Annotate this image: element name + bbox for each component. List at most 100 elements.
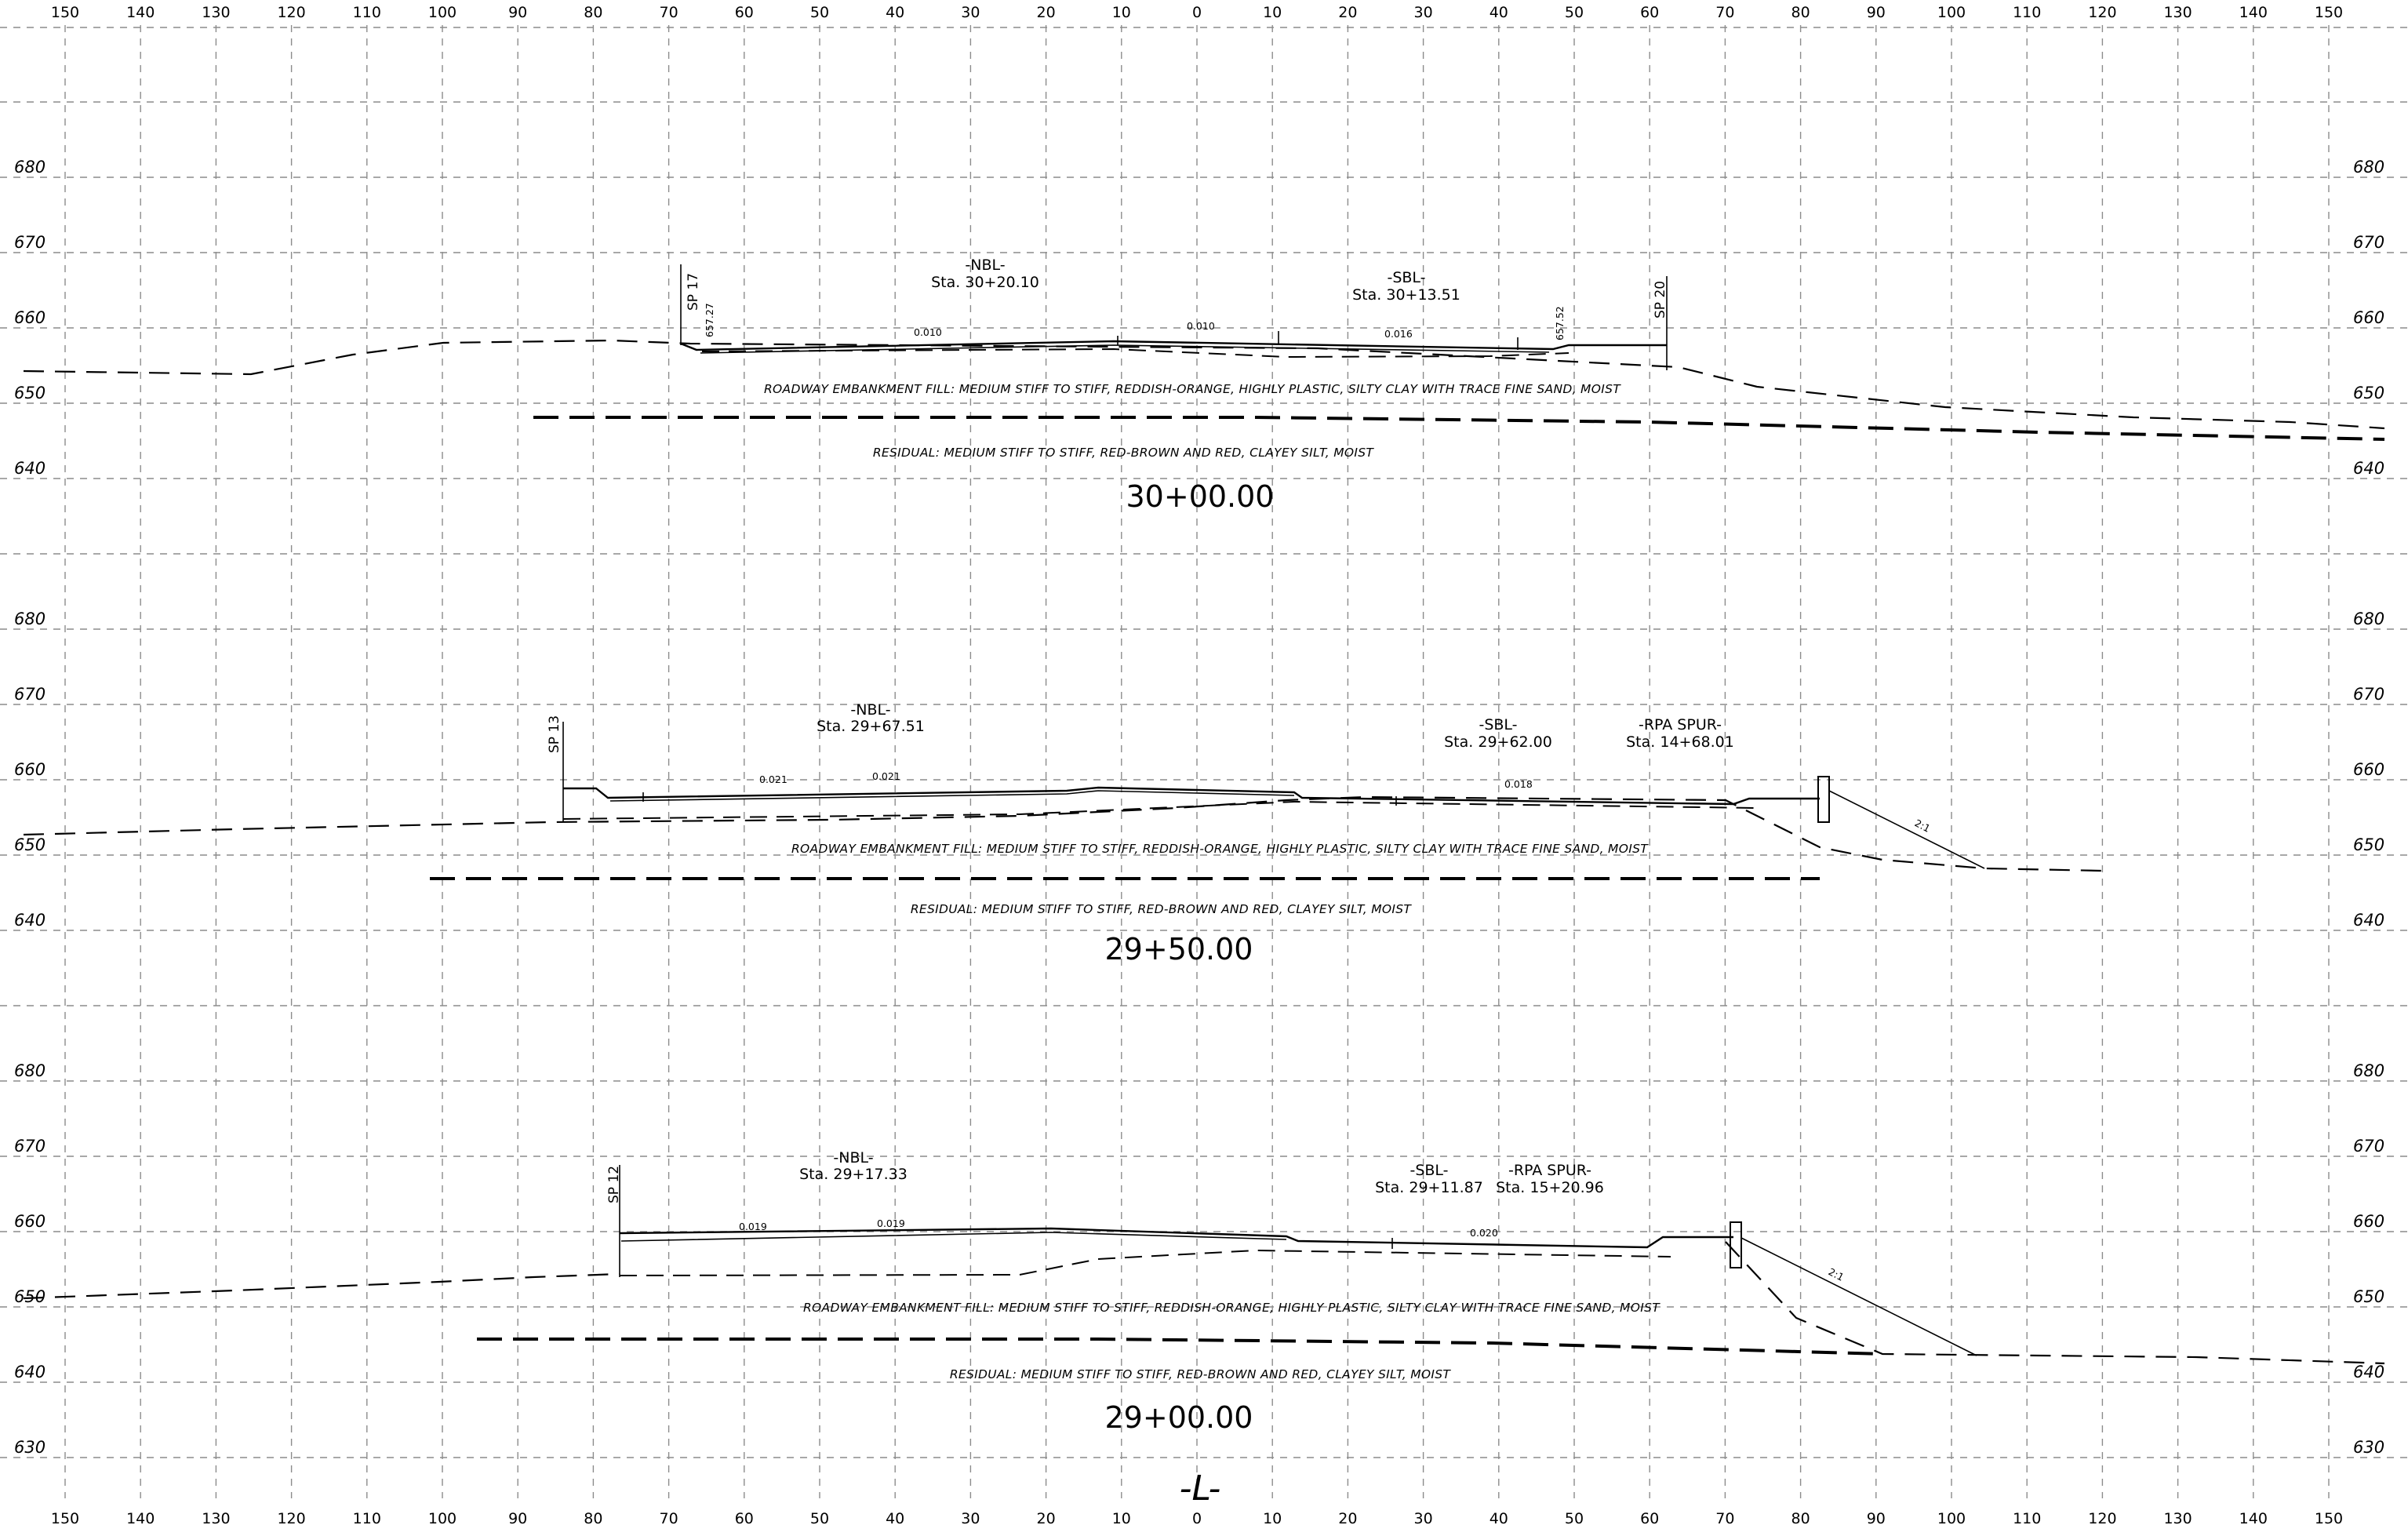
axis-tick-label: 140 xyxy=(2239,1510,2268,1525)
axis-tick-label: 100 xyxy=(428,4,457,21)
axis-tick-label: 150 xyxy=(2315,4,2343,21)
nbl-station: Sta. 30+20.10 xyxy=(931,274,1039,291)
axis-tick-label: 70 xyxy=(660,4,678,21)
axis-tick-label: 60 xyxy=(1640,1510,1659,1525)
fill-description: ROADWAY EMBANKMENT FILL: MEDIUM STIFF TO… xyxy=(803,1301,1661,1315)
rpa-label: -RPA SPUR- xyxy=(1508,1162,1591,1179)
rpa-station: Sta. 15+20.96 xyxy=(1496,1179,1604,1196)
axis-tick-label: 10 xyxy=(1112,4,1131,21)
axis-tick-label: 120 xyxy=(277,1510,305,1525)
axis-tick-label: 150 xyxy=(51,4,79,21)
cross-slope-label: 0.010 xyxy=(1187,320,1215,332)
elevation-label: 670 xyxy=(14,233,45,252)
elevation-label: 650 xyxy=(14,384,45,402)
axis-tick-label: 70 xyxy=(1715,1510,1734,1525)
elevation-label: 680 xyxy=(2353,610,2384,628)
edge-elevation-right: 657.52 xyxy=(1554,306,1566,340)
axis-tick-label: 60 xyxy=(735,4,754,21)
axis-tick-label: 30 xyxy=(961,4,980,21)
nbl-label: -NBL- xyxy=(850,701,890,719)
elevation-label: 660 xyxy=(14,760,45,779)
elevation-label: 670 xyxy=(2353,1137,2384,1156)
cross-slope-label: 0.010 xyxy=(914,326,942,338)
axis-tick-label: 10 xyxy=(1263,4,1282,21)
residual-description: RESIDUAL: MEDIUM STIFF TO STIFF, RED-BRO… xyxy=(950,1367,1452,1381)
axis-tick-label: 100 xyxy=(1937,4,1966,21)
axis-tick-label: 130 xyxy=(2163,1510,2192,1525)
station-label: 29+50.00 xyxy=(1105,932,1253,966)
axis-tick-label: 60 xyxy=(735,1510,754,1525)
axis-tick-label: 0 xyxy=(1192,1510,1202,1525)
axis-tick-label: 20 xyxy=(1037,1510,1056,1525)
elevation-label: 640 xyxy=(14,1363,45,1381)
sp-left-label: SP 13 xyxy=(547,715,562,753)
sp-right-label: SP 20 xyxy=(1653,281,1668,318)
axis-tick-label: 140 xyxy=(126,4,155,21)
axis-tick-label: 110 xyxy=(2013,4,2041,21)
axis-tick-label: 30 xyxy=(1414,1510,1433,1525)
elevation-label: 670 xyxy=(14,1137,45,1156)
cross-slope-label: 0.020 xyxy=(1470,1227,1498,1239)
elevation-label: 680 xyxy=(14,1061,45,1080)
elevation-label: 640 xyxy=(2353,1363,2384,1381)
axis-tick-label: 150 xyxy=(2315,1510,2343,1525)
axis-tick-label: 40 xyxy=(1490,4,1508,21)
centerline-marker: -L- xyxy=(1180,1469,1221,1509)
sp-left-label: SP 12 xyxy=(606,1166,622,1203)
axis-tick-label: 100 xyxy=(428,1510,457,1525)
elevation-label: 650 xyxy=(14,1287,45,1306)
axis-tick-label: 130 xyxy=(202,1510,230,1525)
fill-description: ROADWAY EMBANKMENT FILL: MEDIUM STIFF TO… xyxy=(764,382,1621,396)
residual-description: RESIDUAL: MEDIUM STIFF TO STIFF, RED-BRO… xyxy=(873,446,1375,460)
nbl-label: -NBL- xyxy=(833,1149,873,1166)
axis-tick-label: 80 xyxy=(1791,4,1810,21)
axis-tick-label: 90 xyxy=(508,4,527,21)
fill-description: ROADWAY EMBANKMENT FILL: MEDIUM STIFF TO… xyxy=(791,842,1649,856)
elevation-label: 630 xyxy=(14,1438,45,1457)
elevation-label: 680 xyxy=(14,158,45,177)
axis-tick-label: 50 xyxy=(1565,4,1584,21)
sbl-label: -SBL- xyxy=(1387,269,1425,286)
cross-slope-label: 0.021 xyxy=(872,770,900,782)
axis-tick-label: 90 xyxy=(1867,1510,1886,1525)
centerline-label: -L- xyxy=(1180,1469,1221,1509)
elevation-label: 660 xyxy=(2353,760,2384,779)
axis-tick-label: 60 xyxy=(1640,4,1659,21)
elevation-label: 650 xyxy=(2353,1287,2384,1306)
axis-tick-label: 80 xyxy=(584,4,602,21)
axis-tick-label: 80 xyxy=(584,1510,602,1525)
axis-tick-label: 130 xyxy=(202,4,230,21)
elevation-label: 660 xyxy=(2353,308,2384,327)
axis-tick-label: 90 xyxy=(1867,4,1886,21)
axis-tick-label: 10 xyxy=(1112,1510,1131,1525)
axis-tick-label: 10 xyxy=(1263,1510,1282,1525)
nbl-label: -NBL- xyxy=(965,257,1005,274)
elevation-label: 640 xyxy=(2353,911,2384,930)
rpa-station: Sta. 14+68.01 xyxy=(1626,733,1734,751)
axis-tick-label: 30 xyxy=(961,1510,980,1525)
elevation-label: 670 xyxy=(2353,685,2384,704)
elevation-label: 660 xyxy=(2353,1212,2384,1231)
rpa-label: -RPA SPUR- xyxy=(1639,716,1722,733)
sbl-station: Sta. 29+62.00 xyxy=(1444,733,1552,751)
elevation-label: 630 xyxy=(2353,1438,2384,1457)
elevation-label: 640 xyxy=(14,459,45,478)
sbl-station: Sta. 30+13.51 xyxy=(1352,286,1460,304)
axis-tick-label: 80 xyxy=(1791,1510,1810,1525)
sbl-station: Sta. 29+11.87 xyxy=(1375,1179,1483,1196)
axis-tick-label: 50 xyxy=(1565,1510,1584,1525)
cross-slope-label: 0.018 xyxy=(1504,778,1533,790)
axis-tick-label: 90 xyxy=(508,1510,527,1525)
elevation-label: 680 xyxy=(14,610,45,628)
cross-slope-label: 0.016 xyxy=(1384,328,1413,340)
sbl-label: -SBL- xyxy=(1479,716,1517,733)
elevation-label: 660 xyxy=(14,1212,45,1231)
nbl-station: Sta. 29+17.33 xyxy=(799,1166,908,1183)
axis-tick-label: 120 xyxy=(2088,1510,2116,1525)
axis-tick-label: 130 xyxy=(2163,4,2192,21)
cross-slope-label: 0.021 xyxy=(759,773,788,785)
elevation-label: 680 xyxy=(2353,158,2384,177)
nbl-station: Sta. 29+67.51 xyxy=(817,718,925,735)
axis-tick-label: 40 xyxy=(1490,1510,1508,1525)
station-label: 30+00.00 xyxy=(1126,479,1275,514)
